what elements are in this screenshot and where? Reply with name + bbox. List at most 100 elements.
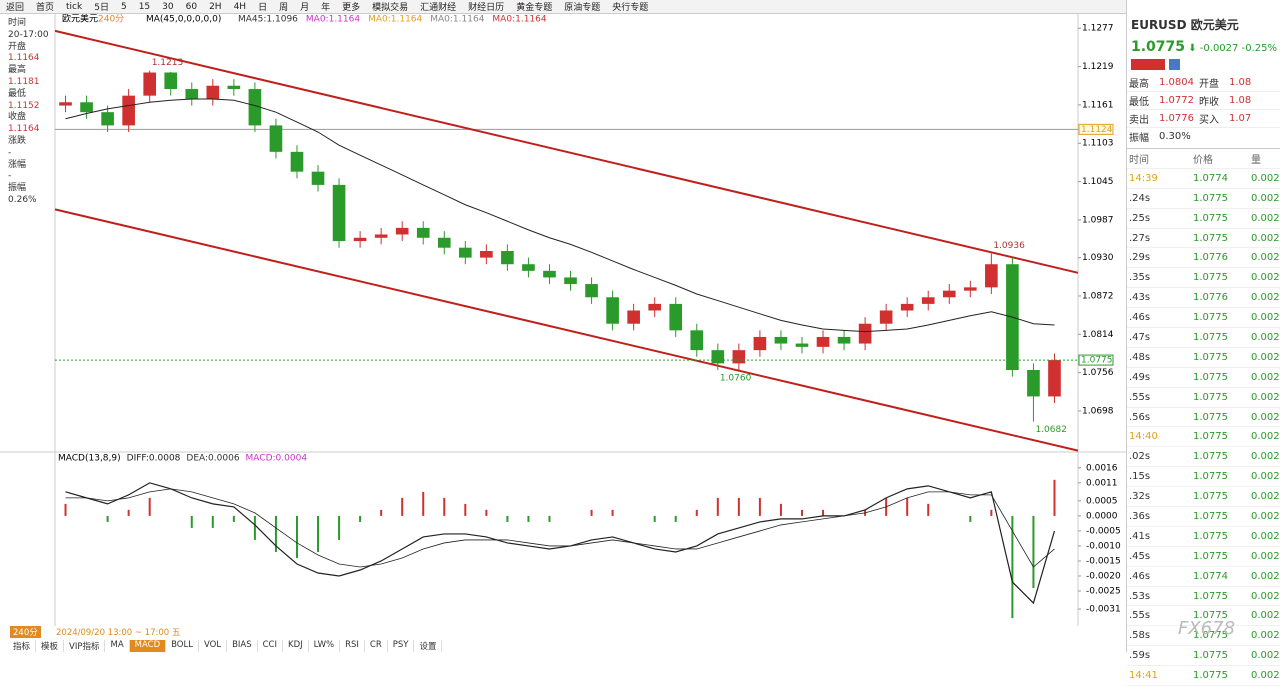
toolbar-item[interactable]: 返回 xyxy=(6,3,25,13)
trade-time: .48s xyxy=(1129,351,1151,363)
y-tick-label: 0.0011 xyxy=(1086,478,1118,488)
candle-body xyxy=(80,102,93,113)
trade-price: 1.0775 xyxy=(1193,351,1228,363)
trade-vol: 0.002 xyxy=(1251,491,1280,503)
trade-vol: 0.002 xyxy=(1251,172,1280,184)
trade-row: .15s 1.0775 0.002 xyxy=(1127,467,1280,488)
quote-row: 振幅 0.30% xyxy=(1127,128,1280,145)
indicator-tab[interactable]: KDJ xyxy=(283,640,309,652)
change: -0.0027 xyxy=(1199,43,1239,54)
toolbar-item[interactable]: 原油专题 xyxy=(564,3,601,13)
indicator-tab[interactable]: LW% xyxy=(309,640,341,652)
toolbar-item[interactable]: 4H xyxy=(233,1,247,12)
toolbar-item[interactable]: tick xyxy=(66,1,83,12)
toolbar-item[interactable]: 月 xyxy=(300,3,310,13)
indicator-tab[interactable]: CCI xyxy=(258,640,284,652)
trade-row: .48s 1.0775 0.002 xyxy=(1127,348,1280,368)
indicator-tab[interactable]: VIP指标 xyxy=(64,640,106,652)
candle-body xyxy=(248,89,262,126)
trade-price: 1.0775 xyxy=(1193,272,1228,284)
trade-time: .36s xyxy=(1129,510,1151,522)
trade-row: .56s 1.0775 0.002 xyxy=(1127,408,1280,428)
toolbar-item[interactable]: 5 xyxy=(120,1,127,12)
candle-body xyxy=(774,336,788,344)
candle-body xyxy=(480,251,493,258)
trade-vol: 0.002 xyxy=(1251,510,1280,522)
trade-time: .56s xyxy=(1129,411,1151,423)
indicator-tab[interactable]: BIAS xyxy=(227,640,258,652)
toolbar-item[interactable]: 15 xyxy=(138,1,151,12)
indicator-tab[interactable]: 设置 xyxy=(414,640,443,652)
candle-body xyxy=(564,277,577,285)
indicator-tab[interactable]: RSI xyxy=(340,640,365,652)
quote-cell: 振幅 xyxy=(1129,133,1149,144)
toolbar-item[interactable]: 黄金专题 xyxy=(516,3,553,13)
y-tick-label: -0.0005 xyxy=(1086,526,1121,536)
trade-price: 1.0775 xyxy=(1193,510,1228,522)
toolbar-item[interactable]: 5日 xyxy=(94,3,109,13)
trade-price: 1.0775 xyxy=(1193,550,1228,562)
info-label: 最低 xyxy=(8,88,27,99)
quote-cell: 卖出 xyxy=(1129,115,1149,126)
candle-body xyxy=(459,247,472,258)
trade-row: .55s 1.0775 0.002 xyxy=(1127,606,1280,627)
last-price-box xyxy=(1078,354,1114,366)
candle-body xyxy=(59,102,72,106)
indicator-tab[interactable]: 指标 xyxy=(8,640,37,652)
indicator-tab[interactable]: VOL xyxy=(199,640,228,652)
y-tick-label: 1.0987 xyxy=(1082,215,1114,225)
toolbar-item[interactable]: 首页 xyxy=(36,3,55,13)
ma-line xyxy=(65,98,1055,333)
toolbar-item[interactable]: 年 xyxy=(321,3,331,13)
trade-vol: 0.002 xyxy=(1251,192,1280,204)
trade-row: .49s 1.0775 0.002 xyxy=(1127,368,1280,388)
tabs: 指标 模板 VIP指标 MA MACD BOLL VOL BIAS CCI KDJ LW% RSI CR… xyxy=(8,640,443,652)
trade-row: 14:41 1.0775 0.002 xyxy=(1127,666,1280,686)
channel-line xyxy=(54,208,1079,452)
indicator-tab[interactable]: MA xyxy=(105,640,130,652)
indicator-tab[interactable]: BOLL xyxy=(166,640,199,652)
trade-time: .49s xyxy=(1129,371,1151,383)
candle-body xyxy=(837,336,851,344)
trade-price: 1.0775 xyxy=(1193,331,1228,343)
trade-vol: 0.002 xyxy=(1251,252,1280,264)
toolbar-item[interactable]: 2H xyxy=(209,1,222,12)
candle-body xyxy=(858,323,872,344)
y-tick-label: -0.0020 xyxy=(1086,572,1121,582)
indicator-tab[interactable]: PSY xyxy=(388,640,415,652)
trade-time: .35s xyxy=(1129,272,1151,284)
indicator-tab[interactable]: MACD xyxy=(129,640,167,652)
toolbar-item[interactable]: 央行专题 xyxy=(612,3,649,13)
toolbar-item[interactable]: 汇通财经 xyxy=(420,3,457,13)
candle-body xyxy=(101,112,114,126)
symbol: EURUSD xyxy=(1131,18,1187,32)
dea-line xyxy=(65,488,1055,568)
indicator-tab[interactable]: CR xyxy=(365,640,388,652)
candle-body xyxy=(143,72,156,96)
alert-button[interactable] xyxy=(1131,59,1165,70)
toolbar-item[interactable]: 模拟交易 xyxy=(372,3,409,13)
y-tick-label: 1.1161 xyxy=(1082,100,1114,110)
toolbar-item[interactable]: 财经日历 xyxy=(468,3,505,13)
toolbar-item[interactable]: 60 xyxy=(185,1,198,12)
candle-body xyxy=(585,284,598,298)
toolbar-item[interactable]: 30 xyxy=(162,1,174,12)
trade-time: .41s xyxy=(1129,530,1151,542)
trade-vol: 0.002 xyxy=(1251,670,1280,682)
toolbar-item[interactable]: 更多 xyxy=(342,3,361,13)
candle-body xyxy=(1027,369,1040,397)
quote-panel: EURUSD 欧元美元 1.0775 ⬇ -0.0027 -0.25% 最高 1.… xyxy=(1126,0,1280,686)
candle-body xyxy=(627,310,640,324)
y-tick-label: -0.0010 xyxy=(1086,541,1121,551)
trade-time: .55s xyxy=(1129,391,1151,403)
trade-time: .55s xyxy=(1129,610,1151,622)
toolbar-item[interactable]: 周 xyxy=(279,3,289,13)
y-tick-label: 0.0000 xyxy=(1086,511,1118,521)
indicator-tab[interactable]: 模板 xyxy=(36,640,65,652)
bell-button[interactable] xyxy=(1169,59,1180,70)
y-tick-label: 1.1277 xyxy=(1082,24,1114,34)
toolbar-item[interactable]: 日 xyxy=(258,3,268,13)
trade-time: .24s xyxy=(1129,192,1151,204)
candle-body xyxy=(795,343,809,347)
